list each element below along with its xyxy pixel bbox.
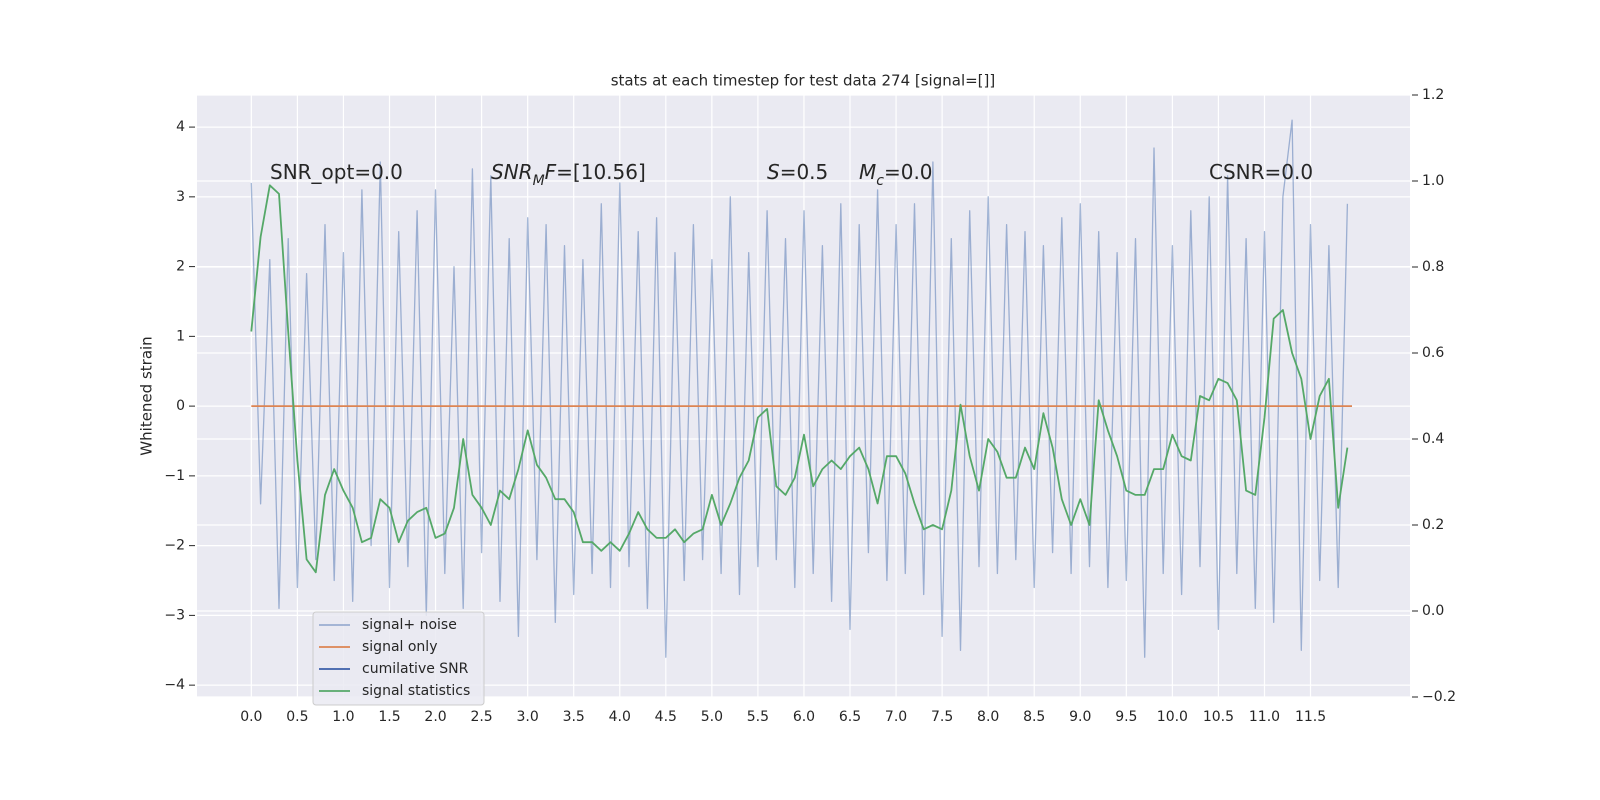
x-tick-label: 7.5 — [931, 709, 953, 725]
legend-box — [312, 611, 485, 706]
annotation: SNR_opt=0.0 — [270, 160, 403, 184]
x-tick-label: 2.5 — [470, 709, 492, 725]
annotation-part: F — [545, 160, 557, 184]
x-tick-label: 3.0 — [517, 709, 539, 725]
y-tick-label: 1 — [176, 328, 185, 344]
y-tick-label: 2 — [176, 259, 185, 275]
y-tick-label: 0 — [176, 398, 185, 414]
y2-tick-label: 1.0 — [1422, 173, 1444, 189]
annotation: CSNR=0.0 — [1209, 160, 1313, 184]
legend-label: signal statistics — [362, 683, 470, 699]
x-tick-label: 11.0 — [1249, 709, 1280, 725]
x-tick-label: 5.0 — [701, 709, 723, 725]
annotation-part: c — [876, 173, 884, 189]
x-tick-label: 4.0 — [609, 709, 631, 725]
y2-tick-label: 0.8 — [1422, 259, 1444, 275]
y-tick-label: 4 — [176, 119, 185, 135]
annotation-part: S — [767, 160, 780, 184]
y2-tick-label: 1.2 — [1422, 87, 1444, 103]
x-tick-label: 8.0 — [977, 709, 999, 725]
x-tick-label: 9.0 — [1069, 709, 1091, 725]
legend-label: cumilative SNR — [362, 661, 469, 677]
y2-tick-label: 0.6 — [1422, 345, 1444, 361]
x-tick-label: 7.0 — [885, 709, 907, 725]
x-tick-label: 0.0 — [240, 709, 262, 725]
annotation-part: SNR_opt=0.0 — [270, 160, 403, 184]
x-tick-label: 8.5 — [1023, 709, 1045, 725]
x-tick-label: 0.5 — [286, 709, 308, 725]
y-tick-label: −1 — [164, 468, 185, 484]
y-tick-label: −3 — [164, 607, 185, 623]
y2-tick-label: 0.4 — [1422, 431, 1444, 447]
legend-label: signal+ noise — [362, 617, 457, 633]
y-tick-label: 3 — [176, 189, 185, 205]
x-tick-label: 2.0 — [424, 709, 446, 725]
annotation-part: M — [533, 173, 545, 189]
y2-tick-label: 0.2 — [1422, 517, 1444, 533]
y2-tick-label: −0.2 — [1422, 689, 1456, 705]
series-line — [250, 119, 1349, 658]
annotation: S=0.5 — [767, 160, 828, 184]
x-tick-label: 9.5 — [1115, 709, 1137, 725]
annotation: SNRMF=[10.56] — [491, 160, 646, 190]
x-tick-label: 6.5 — [839, 709, 861, 725]
marks — [250, 119, 1352, 658]
x-tick-label: 6.0 — [793, 709, 815, 725]
x-tick-label: 4.5 — [655, 709, 677, 725]
annotation-part: =0.0 — [884, 160, 933, 184]
annotation-part: M — [859, 160, 876, 184]
legend: signal+ noise signal only cumilative SNR si… — [312, 611, 485, 706]
annotation-part: =0.5 — [780, 160, 829, 184]
axes: 0.0 0.5 1.0 1.5 2.0 2.5 3.0 3.5 4.0 4.5 5.0 5.5 6.0 6… — [164, 87, 1456, 725]
x-tick-label: 5.5 — [747, 709, 769, 725]
y-tick-label: −4 — [164, 677, 185, 693]
x-tick-label: 10.5 — [1203, 709, 1234, 725]
series-line — [250, 184, 1349, 574]
x-tick-label: 3.5 — [563, 709, 585, 725]
legend-label: signal only — [362, 639, 437, 655]
annotation: Mc=0.0 — [859, 160, 933, 190]
annotation-part: =[10.56] — [556, 160, 646, 184]
x-tick-label: 1.5 — [378, 709, 400, 725]
annotation-part: SNR — [491, 160, 533, 184]
chart-title: stats at each timestep for test data 274… — [611, 72, 996, 90]
annotation-part: CSNR=0.0 — [1209, 160, 1313, 184]
x-tick-label: 1.0 — [332, 709, 354, 725]
x-tick-label: 10.0 — [1157, 709, 1188, 725]
y2-tick-label: 0.0 — [1422, 603, 1444, 619]
y-tick-label: −2 — [164, 538, 185, 554]
y-axis-label: Whitened strain — [138, 336, 156, 455]
x-tick-label: 11.5 — [1295, 709, 1326, 725]
